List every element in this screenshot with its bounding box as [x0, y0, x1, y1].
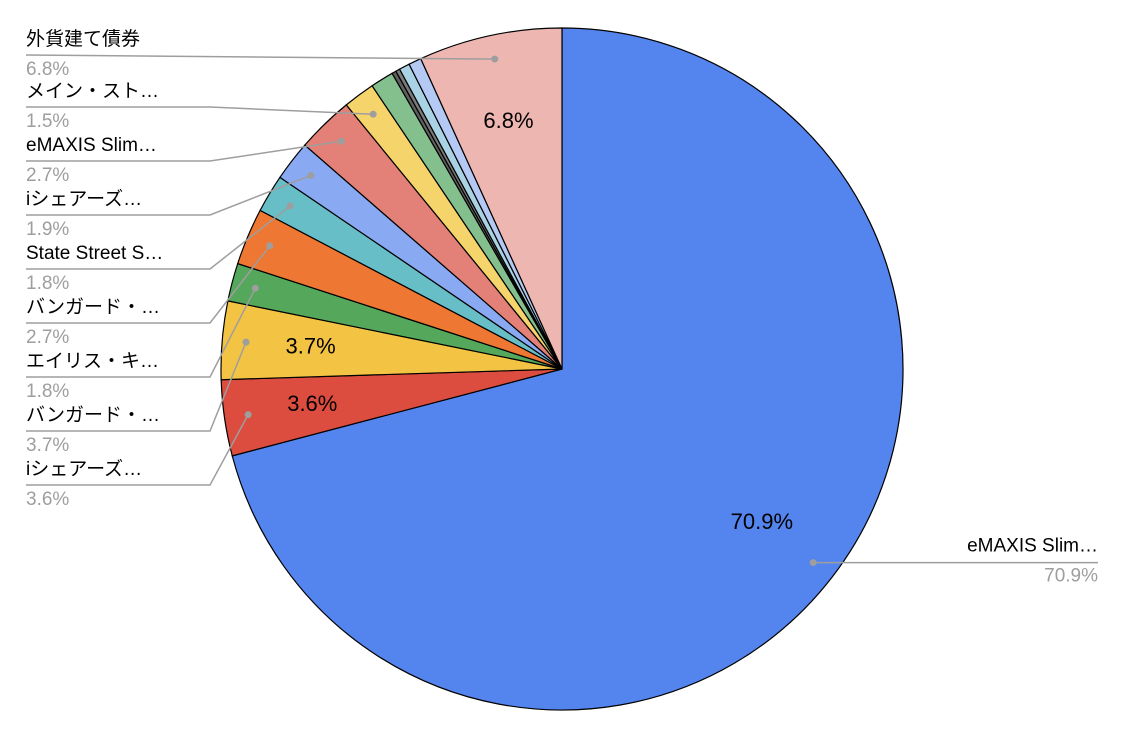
leader-dot — [809, 559, 817, 567]
slice-label: 3.7% — [285, 333, 335, 358]
category-label: バンガード・… — [26, 296, 160, 318]
leader-dot — [266, 242, 274, 250]
leader-dot — [307, 171, 315, 179]
percent-label: 3.6% — [26, 489, 69, 510]
leader-dot — [491, 55, 499, 63]
percent-label: 3.7% — [26, 435, 69, 456]
pie-slice — [419, 27, 563, 370]
leader-dot — [286, 202, 294, 210]
category-label: メイン・スト… — [26, 81, 159, 102]
leader-dot — [369, 110, 377, 118]
percent-label: 2.7% — [26, 327, 69, 348]
percent-label: 1.5% — [26, 111, 69, 132]
category-label: iシェアーズ… — [26, 188, 142, 210]
category-label: バンガード・… — [26, 404, 160, 426]
category-label: 外貨建て債券 — [26, 28, 140, 50]
leader-dot — [244, 411, 252, 419]
slice-label: 70.9% — [731, 509, 793, 534]
percent-label: 1.9% — [26, 219, 69, 240]
category-label: iシェアーズ… — [26, 458, 142, 480]
pie-slice — [231, 27, 904, 711]
percent-label: 1.8% — [26, 273, 69, 294]
category-label: eMAXIS Slim… — [26, 135, 157, 156]
leader-line — [26, 106, 374, 115]
category-label: eMAXIS Slim… — [967, 536, 1098, 557]
leader-dot — [242, 338, 250, 346]
leader-line — [26, 174, 312, 216]
leader-line — [25, 54, 495, 60]
percent-label: 70.9% — [1044, 566, 1098, 587]
leader-line — [26, 205, 291, 270]
percent-label: 6.8% — [26, 59, 69, 80]
percent-label: 2.7% — [26, 165, 69, 186]
leader-line — [26, 245, 271, 324]
category-label: エイリス・キ… — [26, 351, 159, 372]
leader-dot — [337, 137, 345, 145]
percent-label: 1.8% — [26, 381, 69, 402]
leader-line — [26, 414, 249, 486]
slice-label: 6.8% — [483, 108, 533, 133]
category-label: State Street S… — [26, 243, 163, 264]
leader-dot — [251, 284, 259, 292]
slice-label: 3.6% — [287, 391, 337, 416]
leader-line — [26, 287, 257, 378]
leader-line — [26, 341, 247, 432]
leader-line — [26, 140, 342, 162]
